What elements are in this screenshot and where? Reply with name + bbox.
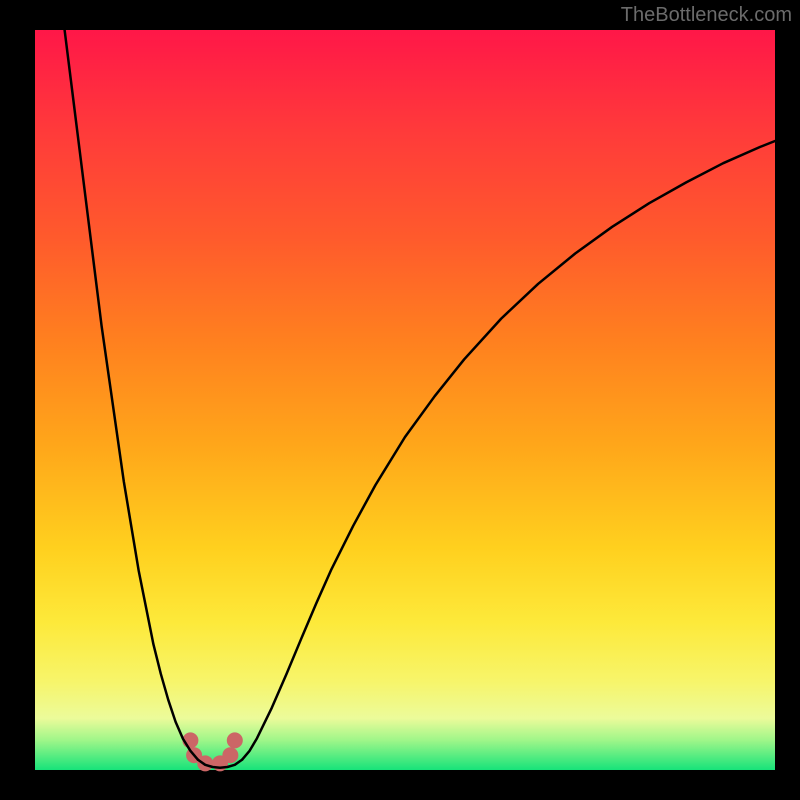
plot-area [35, 30, 775, 770]
chart-container: TheBottleneck.com [0, 0, 800, 800]
watermark-text: TheBottleneck.com [621, 4, 792, 27]
